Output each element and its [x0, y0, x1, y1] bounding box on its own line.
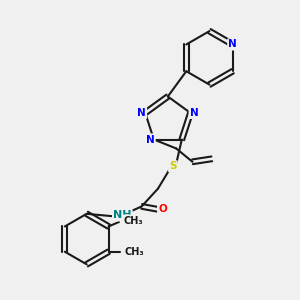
Text: CH₃: CH₃ — [123, 215, 143, 226]
Text: N: N — [228, 40, 237, 50]
Text: O: O — [158, 204, 167, 214]
Text: S: S — [169, 161, 177, 171]
Text: NH: NH — [113, 210, 132, 220]
Text: N: N — [137, 108, 146, 118]
Text: CH₃: CH₃ — [125, 247, 145, 257]
Text: N: N — [190, 108, 198, 118]
Text: N: N — [146, 134, 155, 145]
